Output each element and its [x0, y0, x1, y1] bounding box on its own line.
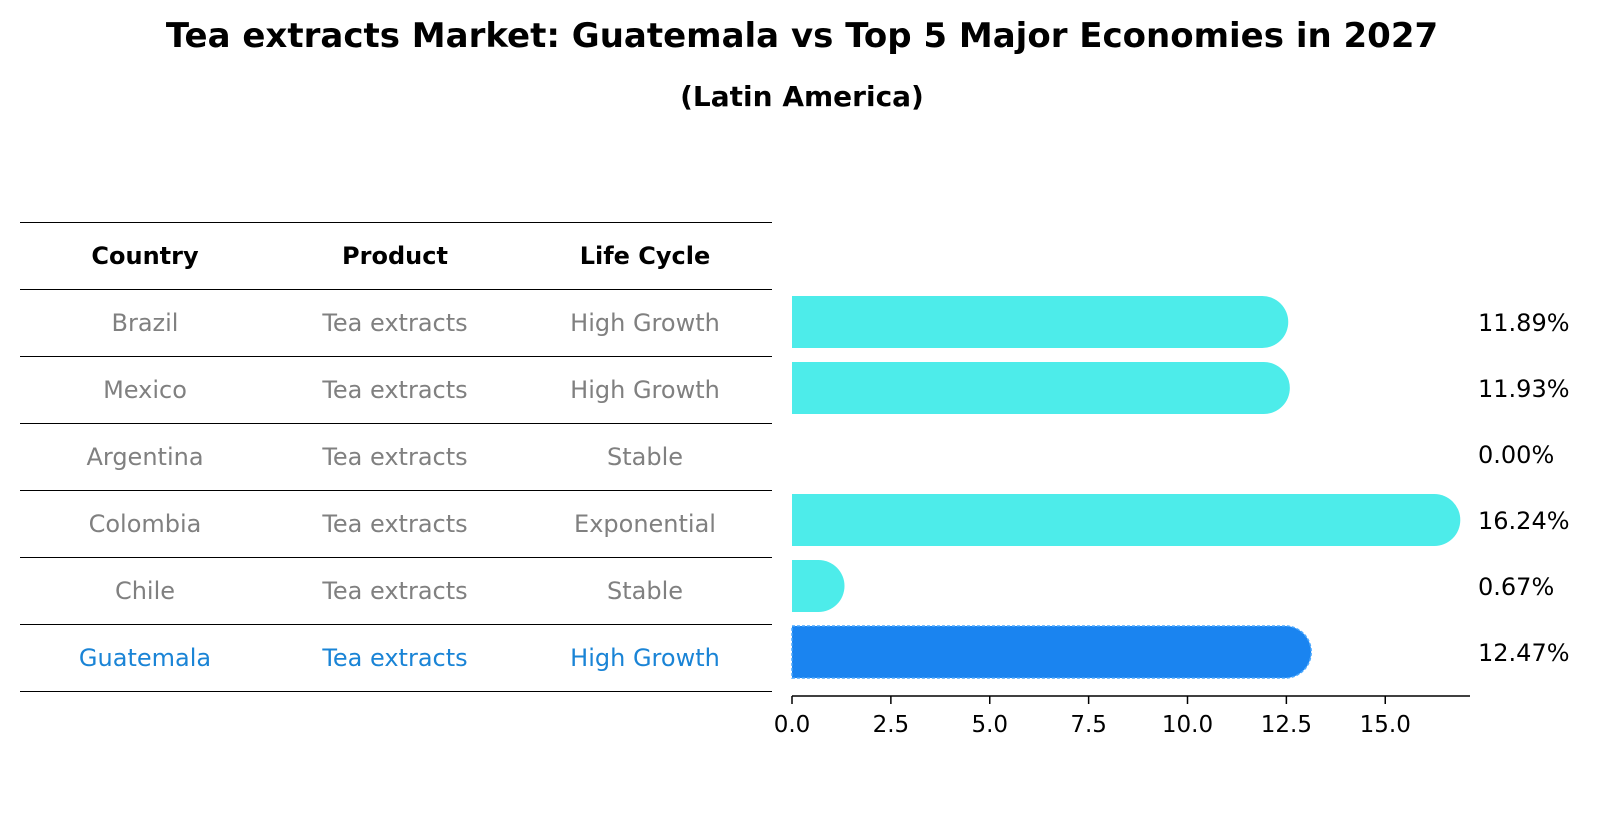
cell-country: Argentina	[86, 443, 204, 471]
cell-country: Colombia	[88, 510, 202, 538]
x-tick-label: 2.5	[873, 712, 910, 738]
cell-life-cycle: Stable	[606, 577, 684, 605]
x-tick-label: 12.5	[1261, 712, 1312, 738]
header-life-cycle: Life Cycle	[579, 242, 711, 270]
bar-value-label: 0.00%	[1478, 441, 1554, 469]
bar-value-label: 0.67%	[1478, 573, 1554, 601]
table-row: Colombia Tea extracts Exponential	[20, 490, 772, 557]
x-tick-label: 0.0	[774, 712, 811, 738]
header-country: Country	[91, 242, 199, 270]
table-row: Mexico Tea extracts High Growth	[20, 356, 772, 423]
cell-product: Tea extracts	[322, 644, 468, 672]
chart-subtitle: (Latin America)	[680, 80, 924, 113]
bar-mexico	[792, 362, 1290, 414]
x-tick-label: 15.0	[1360, 712, 1411, 738]
cell-life-cycle: High Growth	[570, 309, 720, 337]
bar-guatemala	[791, 625, 1312, 679]
table-row: Guatemala Tea extracts High Growth	[20, 624, 772, 692]
cell-life-cycle: High Growth	[570, 376, 720, 404]
cell-life-cycle: Stable	[606, 443, 684, 471]
cell-product: Tea extracts	[322, 510, 468, 538]
cell-country: Chile	[114, 577, 176, 605]
x-tick-label: 7.5	[1070, 712, 1107, 738]
table-row: Chile Tea extracts Stable	[20, 557, 772, 624]
table-row: Argentina Tea extracts Stable	[20, 423, 772, 490]
cell-life-cycle: Exponential	[574, 510, 716, 538]
x-tick-label: 10.0	[1162, 712, 1213, 738]
table-row: Brazil Tea extracts High Growth	[20, 289, 772, 356]
cell-country: Brazil	[111, 309, 179, 337]
chart-title: Tea extracts Market: Guatemala vs Top 5 …	[165, 16, 1439, 56]
cell-life-cycle: High Growth	[570, 644, 720, 672]
cell-country: Guatemala	[78, 644, 212, 672]
bar-chile	[792, 560, 845, 612]
bar-brazil	[792, 296, 1289, 348]
cell-product: Tea extracts	[322, 376, 468, 404]
header-product: Product	[342, 242, 448, 270]
cell-product: Tea extracts	[322, 443, 468, 471]
bar-value-label: 11.93%	[1478, 375, 1570, 403]
table-header-row: Country Product Life Cycle	[20, 222, 772, 289]
cell-product: Tea extracts	[322, 577, 468, 605]
cell-product: Tea extracts	[322, 309, 468, 337]
bar-colombia	[792, 494, 1461, 546]
bar-value-label: 12.47%	[1478, 639, 1570, 667]
cell-country: Mexico	[103, 376, 187, 404]
bar-value-label: 16.24%	[1478, 507, 1570, 535]
x-tick-label: 5.0	[971, 712, 1008, 738]
data-table: Country Product Life Cycle Brazil Tea ex…	[20, 222, 772, 692]
bar-value-label: 11.89%	[1478, 309, 1570, 337]
